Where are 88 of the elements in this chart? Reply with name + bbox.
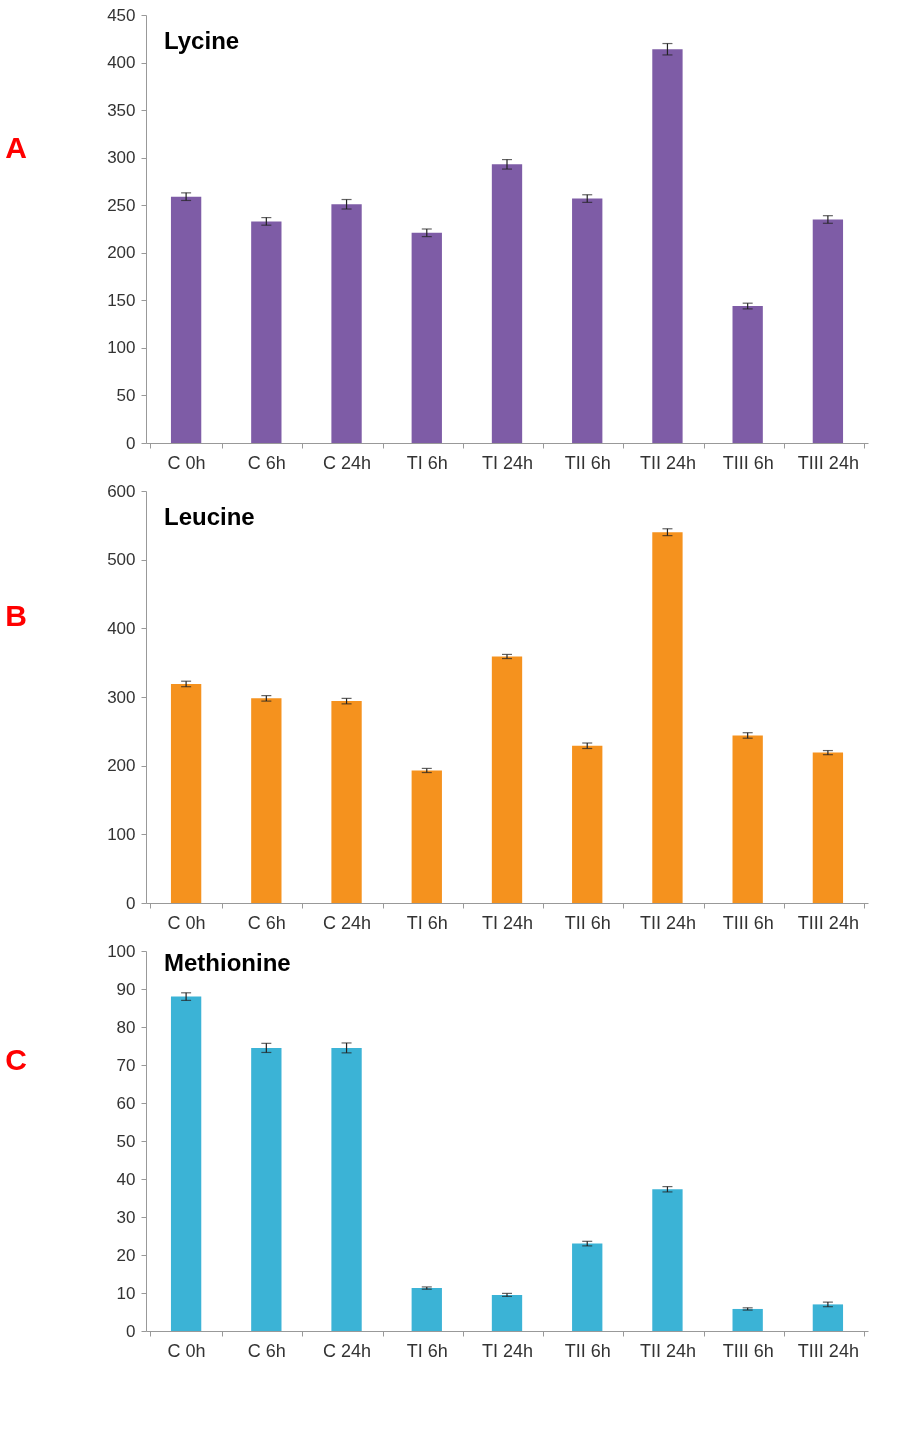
y-tick-label: 300 (107, 687, 136, 707)
x-tick-label: C 24h (323, 452, 372, 473)
y-tick-label: 400 (107, 618, 136, 638)
y-tick-label: 0 (126, 433, 136, 453)
x-tick-label: C 0h (167, 452, 206, 473)
bar (652, 532, 683, 903)
bar (411, 770, 442, 903)
x-tick-label: C 6h (247, 452, 286, 473)
x-tick-label: TII 6h (564, 452, 611, 473)
x-tick-label: TI 6h (406, 1340, 448, 1361)
bar (411, 1288, 442, 1331)
x-tick-label: TI 6h (406, 912, 448, 933)
bar (170, 683, 202, 903)
x-tick-label: C 0h (167, 912, 206, 933)
bar (812, 219, 844, 443)
bar (331, 204, 362, 443)
y-tick-label: 500 (107, 550, 136, 570)
bar (331, 1047, 362, 1331)
bar (411, 232, 442, 443)
bar (491, 164, 523, 443)
y-tick-label: 50 (116, 1131, 136, 1151)
bar (251, 1047, 282, 1331)
bar (170, 996, 202, 1331)
x-tick-label: C 6h (247, 912, 286, 933)
y-tick-label: 150 (107, 290, 136, 310)
bar (652, 49, 683, 443)
bar (491, 656, 523, 903)
x-tick-label: TIII 6h (722, 912, 774, 933)
x-tick-label: C 6h (247, 1340, 286, 1361)
text: B (5, 599, 27, 632)
x-tick-label: TI 24h (481, 912, 534, 933)
y-tick-label: 30 (116, 1207, 136, 1227)
y-tick-label: 300 (107, 148, 136, 168)
y-tick-label: 100 (107, 824, 136, 844)
text: C (5, 1043, 27, 1076)
x-tick-label: TII 24h (639, 912, 696, 933)
x-tick-label: TII 24h (639, 452, 696, 473)
y-tick-label: 600 (107, 481, 136, 501)
x-tick-label: TI 6h (406, 452, 448, 473)
x-tick-label: C 0h (167, 1340, 206, 1361)
bar (732, 735, 763, 903)
x-tick-label: TIII 6h (722, 452, 774, 473)
y-tick-label: 70 (116, 1055, 136, 1075)
bar (812, 1304, 844, 1331)
y-tick-label: 90 (116, 979, 136, 999)
text: Lycine (164, 27, 240, 54)
y-tick-label: 10 (116, 1283, 136, 1303)
x-tick-label: C 24h (323, 912, 372, 933)
y-tick-label: 450 (107, 5, 136, 25)
bar (491, 1294, 523, 1331)
y-tick-label: 0 (126, 1321, 136, 1341)
y-tick-label: 0 (126, 893, 136, 913)
x-tick-label: TI 24h (481, 1340, 534, 1361)
bar (331, 701, 362, 903)
bar (170, 196, 202, 443)
y-tick-label: 250 (107, 195, 136, 215)
bar (572, 198, 603, 443)
x-tick-label: TIII 24h (797, 912, 859, 933)
y-tick-label: 100 (107, 941, 136, 961)
bar (251, 698, 282, 903)
text: A (5, 131, 27, 164)
bar (732, 306, 763, 443)
y-tick-label: 200 (107, 756, 136, 776)
y-tick-label: 40 (116, 1169, 136, 1189)
bar (812, 752, 844, 903)
x-tick-label: TIII 24h (797, 452, 859, 473)
y-tick-label: 20 (116, 1245, 136, 1265)
bar (572, 745, 603, 903)
bar (732, 1308, 763, 1331)
y-tick-label: 60 (116, 1093, 136, 1113)
y-tick-label: 350 (107, 100, 136, 120)
y-tick-label: 80 (116, 1017, 136, 1037)
y-tick-label: 200 (107, 243, 136, 263)
y-tick-label: 50 (116, 385, 136, 405)
y-tick-label: 400 (107, 53, 136, 73)
bar (251, 221, 282, 443)
x-tick-label: TII 6h (564, 1340, 611, 1361)
bar (572, 1243, 603, 1331)
bar (652, 1189, 683, 1331)
y-tick-label: 100 (107, 338, 136, 358)
x-tick-label: TIII 6h (722, 1340, 774, 1361)
x-tick-label: TIII 24h (797, 1340, 859, 1361)
x-tick-label: C 24h (323, 1340, 372, 1361)
x-tick-label: TI 24h (481, 452, 534, 473)
chart-title: Methionine (164, 949, 291, 976)
x-tick-label: TII 24h (639, 1340, 696, 1361)
x-tick-label: TII 6h (564, 912, 611, 933)
text: Leucine (164, 503, 255, 530)
